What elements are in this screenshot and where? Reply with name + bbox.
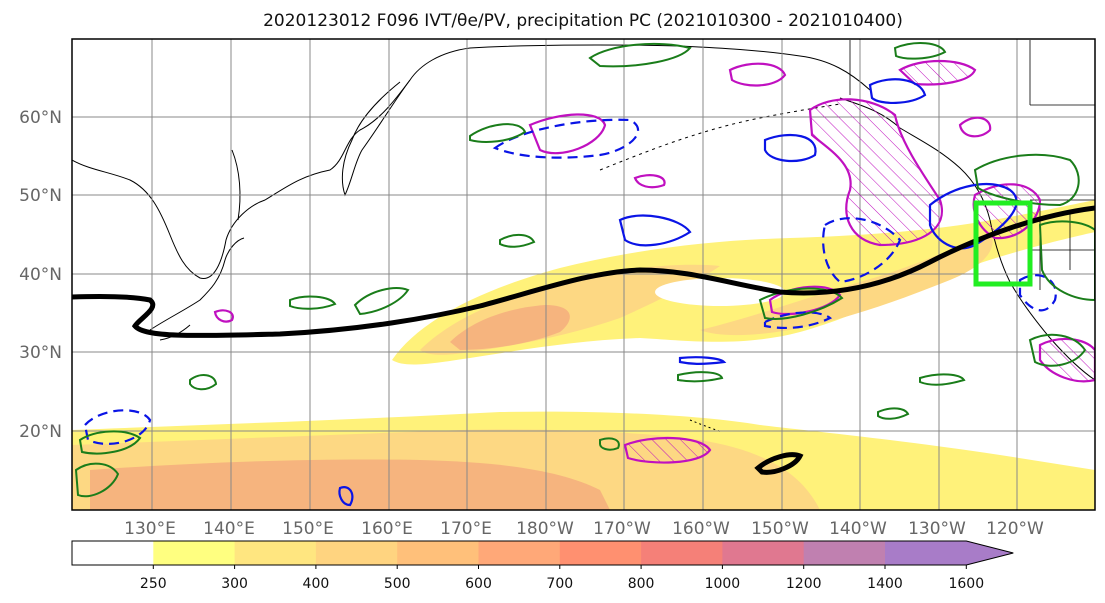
colorbar-label: 1600: [948, 576, 984, 592]
precip-13: [1028, 333, 1087, 367]
colorbar-cell: [153, 541, 236, 565]
colorbar-label: 800: [628, 576, 655, 592]
lon-label-140e: 140°E: [203, 519, 255, 539]
precip-1: [289, 295, 337, 310]
lon-label-150e: 150°E: [282, 519, 334, 539]
theta-mid-north: [728, 62, 787, 87]
precip-15: [877, 407, 910, 420]
colorbar-cell: [885, 541, 967, 565]
lon-label-180w: 180°W: [516, 519, 574, 539]
ivt-tropical-band-strong: [90, 459, 610, 510]
lon-label-130w: 130°W: [908, 519, 966, 539]
colorbar-cell: [722, 541, 805, 565]
colorbar-label: 1400: [867, 576, 903, 592]
colorbar-cell: [234, 541, 317, 565]
lat-label-30n: 30°N: [19, 343, 62, 363]
lon-label-150w: 150°W: [751, 519, 809, 539]
lon-label-120w: 120°W: [986, 519, 1044, 539]
pv-solid-1: [618, 214, 692, 247]
colorbar: 250 300 400 500 600 700 800 1000 1200 1400 1600: [71, 540, 1014, 592]
colorbar-cell: [641, 541, 723, 565]
latitude-labels: 60°N 50°N 40°N 30°N 20°N: [19, 108, 62, 442]
precip-16: [599, 437, 620, 451]
precip-10: [919, 373, 966, 386]
map-frame: [71, 38, 1096, 511]
lon-label-160e: 160°E: [361, 519, 413, 539]
colorbar-label: 1000: [705, 576, 741, 592]
lon-label-140w: 140°W: [829, 519, 887, 539]
longitude-labels: 130°E 140°E 150°E 160°E 170°E 180°W 170°…: [124, 519, 1044, 539]
pv-solid-3: [868, 78, 927, 104]
precip-2: [353, 287, 410, 316]
ivt-shading: [72, 200, 1095, 510]
map-title: 2020123012 F096 IVT/θe/PV, precipitation…: [0, 11, 1105, 31]
precip-4: [588, 42, 692, 68]
lat-label-60n: 60°N: [19, 108, 62, 128]
theta-bering: [528, 113, 607, 155]
title-text: 2020123012 F096 IVT/θe/PV, precipitation…: [263, 11, 903, 31]
colorbar-labels: 250 300 400 500 600 700 800 1000 1200 1400 1600: [140, 565, 984, 592]
precip-3: [469, 123, 527, 143]
colorbar-label: 600: [465, 576, 492, 592]
lon-label-170e: 170°E: [440, 519, 492, 539]
ivt-plume-strong: [450, 305, 570, 350]
precip-5: [189, 374, 218, 391]
theta-northern: [898, 59, 977, 86]
colorbar-cell: [315, 541, 398, 565]
gridlines: [72, 39, 1095, 510]
theta-small-3: [958, 116, 992, 138]
precip-14: [499, 234, 536, 248]
ivt-east-plume-mid: [700, 232, 993, 336]
colorbar-cell: [72, 541, 154, 565]
pv-dashed-5: [1018, 274, 1057, 312]
pv-solid-4: [928, 183, 1018, 250]
colorbar-label: 250: [140, 576, 167, 592]
lon-label-170w: 170°W: [593, 519, 651, 539]
pv-solid-2: [763, 133, 817, 163]
precip-6: [74, 462, 120, 498]
colorbar-label: 400: [303, 576, 330, 592]
lat-label-20n: 20°N: [19, 422, 62, 442]
theta-small-1: [213, 309, 234, 323]
precip-8: [677, 371, 724, 383]
theta-e-contours: [213, 59, 1095, 464]
target-region-box[interactable]: [973, 200, 1033, 287]
lon-label-160w: 160°W: [672, 519, 730, 539]
colorbar-label: 700: [546, 576, 573, 592]
map-panel[interactable]: [72, 39, 1095, 510]
colorbar-cells: [71, 540, 1014, 566]
precip-11: [973, 153, 1080, 207]
pv-small-2: [678, 356, 727, 365]
theta-hawaii: [623, 437, 712, 464]
colorbar-cell: [803, 541, 886, 565]
colorbar-cell: [478, 541, 561, 565]
colorbar-outline: [71, 540, 1014, 566]
precip-17: [893, 42, 947, 60]
colorbar-cell: [397, 541, 479, 565]
theta-small-2: [633, 174, 666, 189]
sakhalin-island: [231, 149, 241, 221]
colorbar-extend-arrow: [966, 541, 1014, 565]
colorbar-label: 300: [221, 576, 248, 592]
lon-label-130e: 130°E: [124, 519, 176, 539]
aleutian-islands: [599, 103, 841, 171]
pv-contours: [83, 78, 1057, 507]
pv-dashed-4: [763, 311, 833, 330]
precip-7: [78, 430, 142, 455]
colorbar-label: 500: [384, 576, 411, 592]
theta-gulf-alaska: [808, 98, 943, 247]
colorbar-label: 1200: [786, 576, 822, 592]
pv-dashed-3: [83, 409, 152, 445]
pv-small-1: [338, 486, 354, 507]
jet-stream-small-loop: [754, 452, 804, 475]
lat-label-50n: 50°N: [19, 186, 62, 206]
pv-dashed-1: [492, 118, 640, 159]
lat-label-40n: 40°N: [19, 265, 62, 285]
pv-dashed-2: [822, 217, 902, 284]
jet-stream-line: [72, 205, 1095, 339]
colorbar-cell: [559, 541, 642, 565]
